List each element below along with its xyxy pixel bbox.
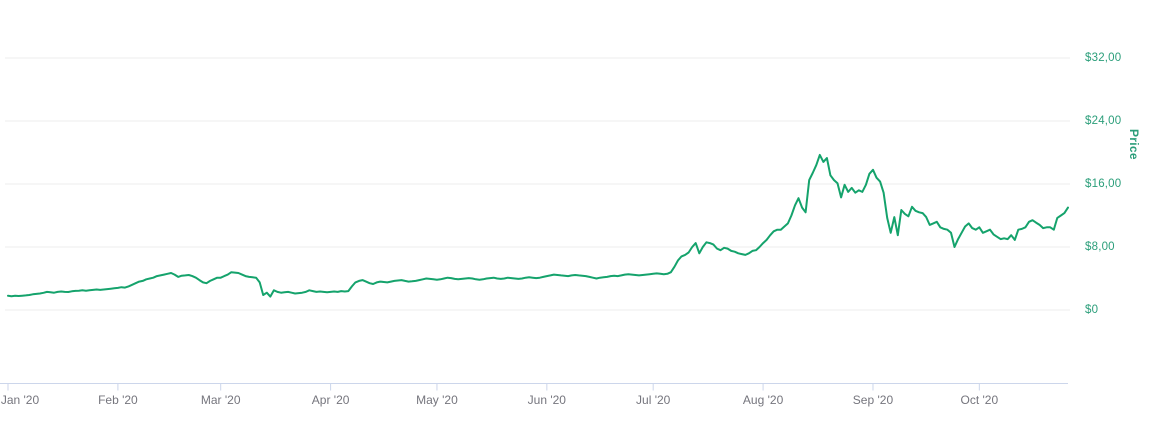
y-axis-label: $32,00 (1085, 52, 1122, 64)
y-axis-label: $16,00 (1085, 178, 1122, 190)
x-axis-label: Jul '20 (636, 393, 671, 407)
y-axis-label: $0 (1085, 304, 1099, 316)
y-axis-title: Price (1127, 129, 1141, 160)
price-line-series (7, 153, 1069, 298)
chart-plot-area[interactable] (0, 40, 1070, 383)
x-axis-label: Jan '20 (0, 393, 40, 407)
horizontal-gridlines (5, 57, 1070, 311)
x-axis-label: Oct '20 (960, 393, 999, 407)
x-axis-label: Feb '20 (98, 393, 138, 407)
x-axis-label: Mar '20 (200, 393, 241, 407)
x-axis-label: Sep '20 (852, 393, 894, 407)
x-axis-label: May '20 (416, 393, 458, 407)
y-axis-label: $8,00 (1085, 241, 1115, 253)
x-axis-label: Apr '20 (311, 393, 350, 407)
x-axis-line-and-ticks (0, 383, 1068, 391)
x-axis-label: Jun '20 (527, 393, 566, 407)
x-axis-label: Aug '20 (742, 393, 784, 407)
y-axis-label: $24,00 (1085, 115, 1122, 127)
